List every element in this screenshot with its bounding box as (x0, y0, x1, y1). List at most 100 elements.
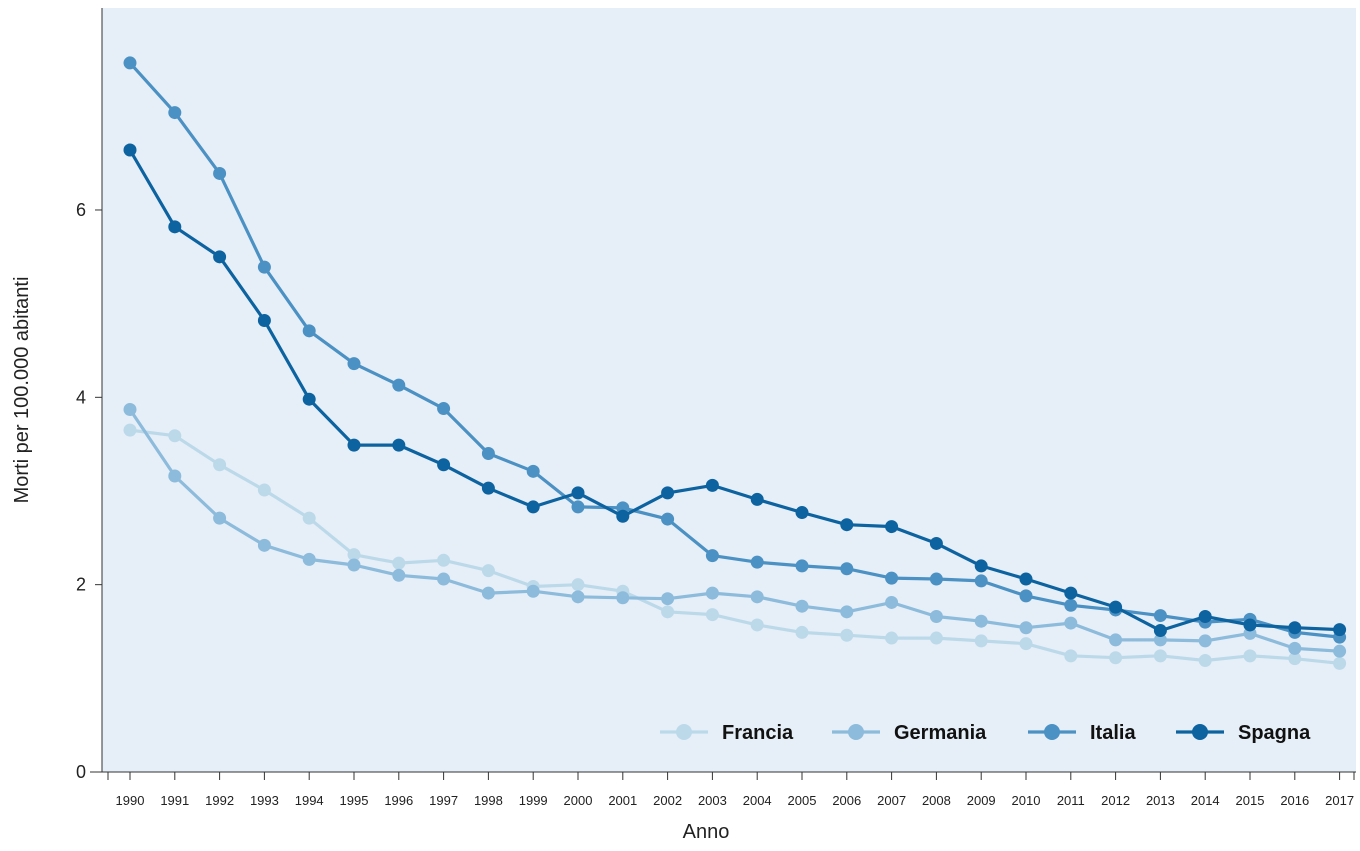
data-point (571, 578, 585, 592)
data-point (885, 520, 899, 534)
data-point (795, 559, 809, 573)
data-point (1019, 637, 1033, 651)
x-tick-label: 1996 (384, 793, 413, 808)
data-point (1064, 586, 1078, 600)
data-point (929, 572, 943, 586)
plot-background (102, 8, 1356, 772)
legend-item: Francia (660, 722, 794, 744)
series-line (128, 149, 1340, 633)
legend-label: Spagna (1238, 722, 1311, 744)
data-point (1109, 651, 1123, 665)
data-point (1288, 621, 1302, 635)
y-tick-label: 2 (76, 575, 86, 595)
data-point (929, 610, 943, 624)
x-tick-label: 1995 (340, 793, 369, 808)
data-point (1064, 598, 1078, 612)
data-point (257, 314, 271, 328)
data-point (437, 572, 451, 586)
x-tick-label: 1997 (429, 793, 458, 808)
x-ticks: 1990 1991 1992 1993 1994 1995 1996 1997 1998 1999… (107, 772, 1355, 808)
series-spagna (123, 143, 1347, 638)
x-tick-label: 2014 (1191, 793, 1220, 808)
series-line (129, 428, 1340, 665)
data-point (840, 628, 854, 642)
data-point (840, 518, 854, 532)
data-point (795, 599, 809, 613)
data-point (1198, 610, 1212, 624)
data-point (661, 592, 675, 606)
data-point (705, 586, 719, 600)
data-point (885, 631, 899, 645)
legend-label: Italia (1090, 722, 1136, 744)
y-tick-label: 6 (76, 200, 86, 220)
series-line (128, 408, 1340, 653)
data-point (1333, 656, 1347, 670)
data-point (1019, 589, 1033, 603)
legend-swatch-marker (1044, 724, 1060, 740)
data-point (168, 106, 182, 120)
data-point (123, 56, 137, 70)
data-point (526, 464, 540, 478)
data-point (257, 260, 271, 274)
data-point (661, 486, 675, 500)
data-point (257, 483, 271, 497)
x-tick-label: 1990 (116, 793, 145, 808)
data-point (526, 584, 540, 598)
data-point (168, 429, 182, 443)
data-point (1153, 609, 1167, 623)
data-point (1333, 623, 1347, 637)
series-germania (123, 402, 1347, 658)
data-point (885, 595, 899, 609)
data-point (347, 558, 361, 572)
data-point (481, 447, 495, 461)
data-point (481, 586, 495, 600)
data-point (526, 500, 540, 514)
data-point (347, 438, 361, 452)
legend-label: Germania (894, 722, 987, 744)
data-point (929, 536, 943, 550)
data-point (661, 605, 675, 619)
data-point (974, 574, 988, 588)
data-point (1109, 600, 1123, 614)
data-point (571, 590, 585, 604)
data-point (123, 143, 137, 157)
data-point (750, 555, 764, 569)
legend-item: Spagna (1176, 722, 1311, 744)
legend-swatch-marker (676, 724, 692, 740)
data-point (1153, 649, 1167, 663)
data-point (885, 571, 899, 585)
data-point (481, 564, 495, 578)
legend-item: Italia (1028, 722, 1136, 744)
legend: Francia Germania Italia Spagna (660, 722, 1311, 744)
x-tick-label: 2010 (1012, 793, 1041, 808)
x-tick-label: 2013 (1146, 793, 1175, 808)
data-point (1198, 654, 1212, 668)
x-tick-label: 2000 (564, 793, 593, 808)
y-ticks: 0 2 4 6 (76, 200, 102, 782)
x-tick-label: 1999 (519, 793, 548, 808)
data-point (661, 512, 675, 526)
data-point (347, 548, 361, 562)
data-point (840, 562, 854, 576)
x-tick-label: 2002 (653, 793, 682, 808)
data-point (1198, 634, 1212, 648)
x-tick-label: 2005 (788, 793, 817, 808)
data-point (302, 511, 316, 525)
data-point (302, 324, 316, 338)
series-line (128, 61, 1340, 639)
legend-swatch-marker (1192, 724, 1208, 740)
data-point (392, 568, 406, 582)
data-point (213, 511, 227, 525)
legend-label: Francia (722, 722, 794, 744)
data-point (213, 250, 227, 264)
data-point (1288, 652, 1302, 666)
data-point (213, 458, 227, 472)
data-point (1064, 649, 1078, 663)
data-point (213, 166, 227, 180)
y-axis-title: Morti per 100.000 abitanti (11, 277, 33, 504)
data-point (437, 553, 451, 567)
data-point (392, 556, 406, 570)
y-tick-label: 0 (76, 762, 86, 782)
